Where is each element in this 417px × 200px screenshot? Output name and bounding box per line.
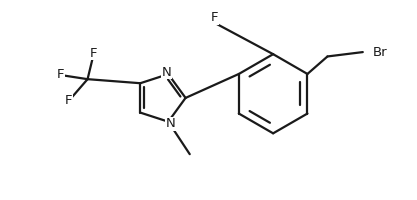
Text: Br: Br xyxy=(373,46,388,59)
Text: F: F xyxy=(65,94,73,107)
Text: F: F xyxy=(57,68,64,81)
Text: F: F xyxy=(90,47,98,60)
Text: N: N xyxy=(166,117,175,130)
Text: F: F xyxy=(211,11,219,24)
Text: N: N xyxy=(161,66,171,79)
